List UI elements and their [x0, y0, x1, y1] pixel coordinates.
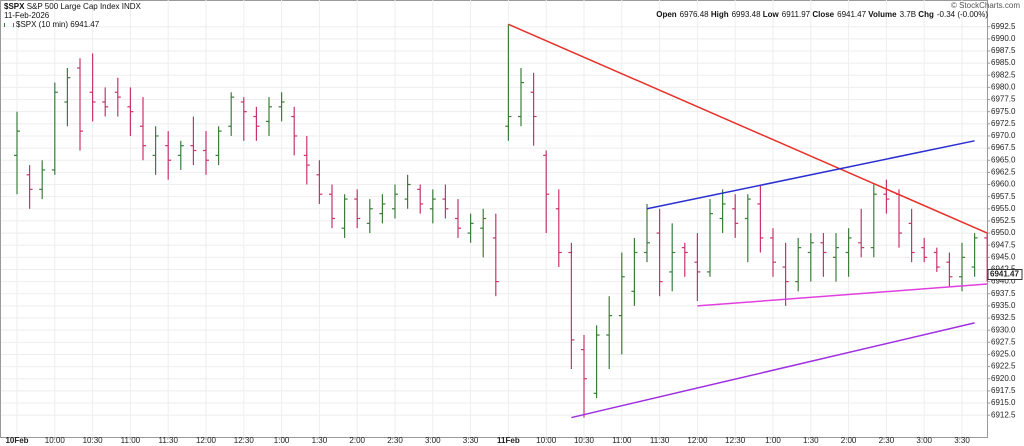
x-tick-label: 1:00 [765, 436, 781, 445]
y-tick-label: 6932.5 [991, 313, 1016, 322]
y-tick-label: 6992.5 [991, 22, 1016, 31]
x-tick-label: 2:30 [387, 436, 403, 445]
x-tick-label: 11:30 [650, 436, 670, 445]
y-tick-label: 6937.5 [991, 289, 1016, 298]
y-tick-label: 6982.5 [991, 70, 1016, 79]
y-tick-label: 6977.5 [991, 95, 1016, 104]
header-left: $SPX S&P 500 Large Cap Index INDX 11-Feb… [4, 2, 141, 29]
trendline [571, 322, 975, 419]
last-price-label: 6941.47 [990, 270, 1019, 279]
stat-label: Open [656, 10, 677, 19]
x-tick-label: 11:00 [121, 436, 141, 445]
x-tick-label: 2:00 [841, 436, 857, 445]
x-tick-label: 10Feb [5, 436, 28, 445]
trendline [646, 140, 975, 210]
stat-label: High [710, 10, 729, 19]
x-tick-label: 12:30 [234, 436, 255, 445]
stat-label: Close [812, 10, 835, 19]
x-tick-label: 12:00 [687, 436, 708, 445]
x-tick-label: 11:00 [612, 436, 632, 445]
y-tick-label: 6965.0 [991, 155, 1016, 164]
y-tick-label: 6945.0 [991, 252, 1016, 261]
y-tick-label: 6957.5 [991, 192, 1016, 201]
x-tick-label: 12:30 [725, 436, 746, 445]
date: 11-Feb-2026 [4, 11, 50, 20]
x-tick-label: 3:30 [954, 436, 970, 445]
stat-value: 3.7B [899, 10, 917, 19]
y-tick-label: 6955.0 [991, 204, 1016, 213]
x-tick-label: 10:30 [83, 436, 104, 445]
x-tick-label: 10:30 [574, 436, 595, 445]
y-tick-label: 6962.5 [991, 167, 1016, 176]
y-tick-label: 6935.0 [991, 301, 1016, 310]
y-tick-label: 6925.0 [991, 350, 1016, 359]
y-tick-label: 6975.0 [991, 107, 1016, 116]
x-tick-label: 1:30 [312, 436, 328, 445]
y-tick-label: 6922.5 [991, 362, 1016, 371]
trendline [697, 283, 988, 307]
x-tick-label: 10:00 [536, 436, 557, 445]
legend-label: $SPX (10 min) 6941.47 [16, 20, 100, 29]
last-price-box [987, 268, 1023, 280]
x-tick-label: 11:30 [158, 436, 178, 445]
stat-value: 6976.48 [679, 10, 709, 19]
y-tick-label: 6917.5 [991, 386, 1016, 395]
y-tick-label: 6952.5 [991, 216, 1016, 225]
y-tick-label: 6990.0 [991, 34, 1016, 43]
x-tick-label: 2:00 [349, 436, 365, 445]
index-name: S&P 500 Large Cap Index [26, 2, 120, 11]
trendline [508, 23, 988, 234]
y-tick-label: 6930.0 [991, 325, 1016, 334]
y-tick-label: 6915.0 [991, 398, 1016, 407]
y-tick-label: 6927.5 [991, 337, 1016, 346]
x-tick-label: 10:00 [45, 436, 66, 445]
y-tick-label: 6912.5 [991, 410, 1016, 419]
x-tick-label: 2:30 [879, 436, 895, 445]
stat-value: 6911.97 [781, 10, 811, 19]
stat-label: Chg [918, 10, 934, 19]
stat-value: 6993.48 [731, 10, 761, 19]
x-tick-label: 3:00 [425, 436, 441, 445]
y-tick-label: 6947.5 [991, 240, 1016, 249]
exchange: INDX [121, 2, 141, 11]
y-tick-label: 6985.0 [991, 58, 1016, 67]
symbol: $SPX [4, 2, 25, 11]
x-tick-label: 3:30 [463, 436, 479, 445]
y-tick-label: 6970.0 [991, 131, 1016, 140]
y-tick-label: 6972.5 [991, 119, 1016, 128]
x-tick-label: 1:30 [803, 436, 819, 445]
stat-label: Low [762, 10, 779, 19]
header-stats: Open 6976.48 High 6993.48 Low 6911.97 Close… [656, 10, 988, 19]
y-tick-label: 6967.5 [991, 143, 1016, 152]
x-tick-label: 12:00 [196, 436, 217, 445]
y-tick-label: 6987.5 [991, 46, 1016, 55]
y-tick-label: 6960.0 [991, 180, 1016, 189]
y-tick-label: 6980.0 [991, 83, 1016, 92]
x-tick-label: 3:00 [916, 436, 932, 445]
copyright: © StockCharts.com [950, 1, 1020, 10]
y-tick-label: 6940.0 [991, 277, 1016, 286]
x-tick-label: 1:00 [274, 436, 290, 445]
stat-label: Volume [868, 10, 897, 19]
x-tick-label: 11Feb [497, 436, 520, 445]
stat-value: -0.34 (-0.00%) [936, 10, 988, 19]
stat-value: 6941.47 [837, 10, 867, 19]
y-tick-label: 6950.0 [991, 228, 1016, 237]
y-tick-label: 6920.0 [991, 374, 1016, 383]
plot-border [0, 0, 988, 438]
